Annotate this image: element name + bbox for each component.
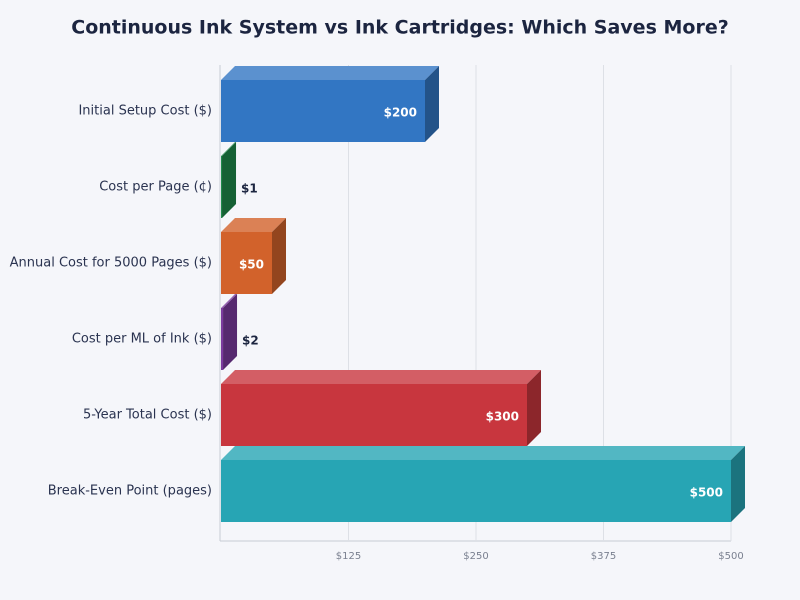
- bar: [221, 460, 731, 522]
- bar-side: [222, 142, 237, 218]
- y-tick-label: Initial Setup Cost ($): [78, 104, 212, 119]
- value-label: $2: [242, 334, 259, 348]
- bar-side: [223, 294, 238, 370]
- chart-title: Continuous Ink System vs Ink Cartridges:…: [71, 17, 729, 39]
- y-tick-label: Cost per ML of Ink ($): [72, 332, 212, 347]
- y-tick-label: 5-Year Total Cost ($): [83, 408, 212, 423]
- y-tick-label: Cost per Page (¢): [99, 180, 212, 195]
- bar-top: [221, 446, 745, 460]
- x-tick-label: $375: [591, 551, 616, 562]
- bar: [221, 384, 527, 446]
- x-tick-label: $125: [336, 551, 361, 562]
- bar-group: [221, 370, 541, 446]
- bar-group: [221, 66, 439, 142]
- x-tick-label: $250: [463, 551, 488, 562]
- value-label: $1: [241, 182, 258, 196]
- bar-top: [221, 294, 238, 308]
- x-tick-label: $500: [718, 551, 743, 562]
- bar: [221, 80, 425, 142]
- bar-group: [221, 142, 237, 218]
- y-tick-label: Break-Even Point (pages): [48, 484, 212, 499]
- y-tick-label: Annual Cost for 5000 Pages ($): [10, 256, 212, 271]
- bar-group: [221, 294, 238, 370]
- bar-group: [221, 446, 745, 522]
- value-label: $200: [384, 106, 417, 120]
- bar-side: [425, 66, 439, 142]
- value-label: $500: [690, 486, 723, 500]
- bar-side: [731, 446, 745, 522]
- bar-top: [221, 218, 286, 232]
- bar: [221, 232, 272, 294]
- bar-top: [221, 66, 439, 80]
- bar-side: [272, 218, 286, 294]
- value-label: $50: [239, 258, 264, 272]
- bar-side: [527, 370, 541, 446]
- bar-top: [221, 370, 541, 384]
- bar: [221, 308, 224, 370]
- bar: [221, 156, 223, 218]
- value-label: $300: [486, 410, 519, 424]
- bar-top: [221, 142, 237, 156]
- bar-group: [221, 218, 286, 294]
